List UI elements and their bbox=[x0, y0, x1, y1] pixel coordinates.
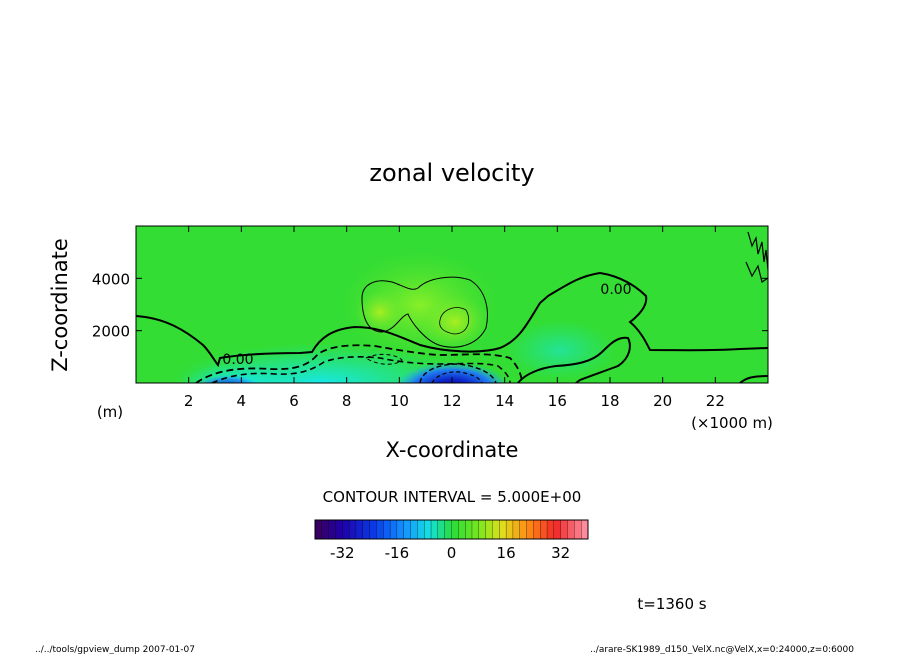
x-axis-unit: (×1000 m) bbox=[691, 414, 773, 432]
x-tick-label: 14 bbox=[495, 392, 514, 410]
colorbar-level bbox=[560, 519, 568, 540]
zero-contour-east bbox=[739, 375, 768, 383]
x-tick-label: 10 bbox=[390, 392, 409, 410]
colorbar-level bbox=[533, 519, 541, 540]
colorbar-level bbox=[499, 519, 507, 540]
x-tick-label: 4 bbox=[237, 392, 247, 410]
negative-core-west bbox=[194, 372, 262, 383]
colorbar-level bbox=[526, 519, 534, 540]
colorbar-frame bbox=[314, 519, 589, 540]
colorbar-level bbox=[540, 519, 548, 540]
colorbar-level bbox=[444, 519, 452, 540]
colorbar-tick-label: 0 bbox=[447, 544, 457, 562]
footer-right: ../arare-SK1989_d150_VelX.nc@VelX,x=0:24… bbox=[590, 645, 854, 654]
chart-title: zonal velocity bbox=[369, 159, 534, 187]
y-axis-ticks: 2000 4000 bbox=[92, 270, 768, 341]
zero-contour bbox=[136, 271, 768, 368]
cyan-region-east bbox=[505, 320, 615, 380]
negative-contour-2 bbox=[211, 356, 511, 383]
colorbar-level bbox=[410, 519, 418, 540]
x-tick-label: 16 bbox=[548, 392, 567, 410]
positive-contour bbox=[361, 276, 488, 348]
colorbar-level bbox=[430, 519, 439, 540]
colorbar-level bbox=[581, 519, 589, 540]
colorbar-level bbox=[376, 519, 384, 540]
colorbar-level bbox=[383, 519, 391, 540]
colorbar-level bbox=[403, 519, 412, 540]
contour-label-west: 0.00 bbox=[222, 352, 253, 368]
x-tick-label: 20 bbox=[653, 392, 672, 410]
colorbar-level bbox=[424, 519, 432, 540]
x-tick-label: 12 bbox=[442, 392, 461, 410]
negative-contour-4 bbox=[431, 371, 483, 383]
colorbar-level bbox=[314, 519, 323, 540]
y-tick-label: 2000 bbox=[92, 323, 130, 341]
colorbar-level bbox=[321, 519, 330, 540]
y-tick-label: 4000 bbox=[92, 270, 130, 288]
colorbar-level bbox=[553, 519, 562, 540]
colorbar-level bbox=[546, 519, 555, 540]
plot-area: 0.00 0.00 bbox=[136, 226, 768, 383]
colorbar-level bbox=[471, 519, 480, 540]
contour-label-east: 0.00 bbox=[600, 282, 631, 298]
colorbar-level bbox=[485, 519, 493, 540]
colorbar-level bbox=[567, 519, 575, 540]
colorbar-tick-label: -32 bbox=[330, 544, 355, 562]
colorbar-level bbox=[574, 519, 582, 540]
negative-contour-1 bbox=[195, 344, 523, 383]
colorbar-level bbox=[519, 519, 528, 540]
negative-contour-3 bbox=[419, 363, 497, 383]
zero-contour-lower bbox=[517, 336, 631, 383]
colorbar-level bbox=[451, 519, 459, 540]
colorbar-level bbox=[512, 519, 521, 540]
x-axis-ticks: 2 4 6 8 10 12 14 16 18 20 22 bbox=[184, 226, 725, 410]
colorbar-level bbox=[458, 519, 466, 540]
colorbar-level bbox=[492, 519, 500, 540]
colorbar-tick-label: -16 bbox=[385, 544, 410, 562]
contour-interval-text: CONTOUR INTERVAL = 5.000E+00 bbox=[323, 488, 582, 506]
colorbar-level bbox=[348, 519, 357, 540]
x-tick-label: 2 bbox=[184, 392, 194, 410]
colorbar-level bbox=[335, 519, 343, 540]
y-axis-unit: (m) bbox=[97, 403, 123, 421]
colorbar-level bbox=[369, 519, 377, 540]
colorbar-level bbox=[362, 519, 371, 540]
x-tick-label: 6 bbox=[289, 392, 299, 410]
colorbar-tick-label: 16 bbox=[497, 544, 516, 562]
footer-left: ../../tools/gpview_dump 2007-01-07 bbox=[35, 645, 195, 654]
x-axis-label: X-coordinate bbox=[386, 438, 519, 462]
negative-contour-5 bbox=[365, 353, 403, 365]
positive-core bbox=[420, 294, 490, 350]
colorbar-level bbox=[437, 519, 446, 540]
x-tick-label: 22 bbox=[706, 392, 725, 410]
colorbar-level bbox=[355, 519, 364, 540]
x-tick-label: 18 bbox=[600, 392, 619, 410]
positive-contour-inner bbox=[439, 307, 470, 335]
colorbar-level bbox=[389, 519, 398, 540]
x-tick-label: 8 bbox=[342, 392, 352, 410]
colorbar-ticks: -32 -16 0 16 32 bbox=[330, 544, 570, 562]
colorbar bbox=[314, 519, 589, 540]
colorbar-tick-label: 32 bbox=[551, 544, 570, 562]
colorbar-level bbox=[396, 519, 405, 540]
colorbar-level bbox=[478, 519, 487, 540]
noise-contour-east bbox=[745, 231, 768, 283]
colorbar-level bbox=[417, 519, 425, 540]
time-label: t=1360 s bbox=[637, 595, 706, 613]
colorbar-level bbox=[342, 519, 350, 540]
colorbar-level bbox=[505, 519, 514, 540]
colorbar-level bbox=[464, 519, 473, 540]
y-axis-label: Z-coordinate bbox=[48, 238, 72, 372]
colorbar-level bbox=[328, 519, 336, 540]
